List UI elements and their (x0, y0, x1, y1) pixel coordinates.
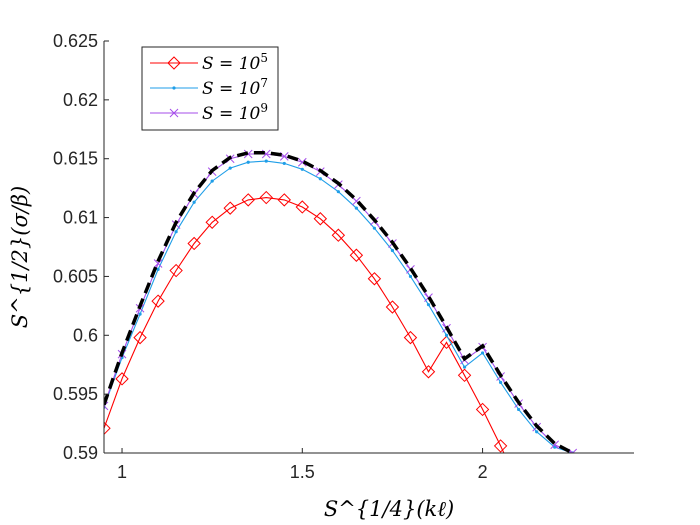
marker-diamond (259, 190, 273, 205)
marker-x (169, 108, 179, 118)
marker-dot (462, 365, 467, 369)
y-tick-label: 0.625 (53, 31, 98, 51)
marker-diamond (457, 368, 472, 383)
axis-labels: S^{1/4}(kℓ) S^{1/2}(σ/β) (8, 186, 454, 521)
marker-diamond (439, 335, 454, 350)
series-line (104, 197, 505, 453)
y-tick-label: 0.595 (53, 384, 98, 404)
y-tick-label: 0.62 (63, 90, 98, 110)
legend-exponent: 7 (260, 76, 268, 90)
x-tick-label: 1 (117, 462, 127, 482)
legend-item: S = 109 (150, 101, 268, 124)
marker-diamond (133, 330, 147, 345)
marker-dot (246, 160, 250, 164)
legend-item: S = 107 (150, 76, 268, 99)
marker-dot (336, 190, 340, 194)
marker-dot (210, 179, 214, 183)
marker-x (153, 259, 163, 268)
marker-dot (300, 167, 304, 171)
marker-dot (318, 177, 322, 181)
x-axis-label: S^{1/4}(kℓ) (324, 497, 454, 521)
series-3 (104, 151, 574, 453)
marker-diamond (169, 263, 183, 278)
marker-dot (498, 380, 503, 384)
marker-dot (372, 226, 377, 230)
marker-dot (282, 161, 286, 166)
marker-diamond (421, 365, 436, 379)
x-tick-label: 2 (478, 462, 488, 482)
marker-dot (444, 333, 449, 337)
marker-diamond (187, 236, 201, 251)
marker-diamond (205, 215, 219, 229)
marker-diamond (241, 193, 255, 207)
marker-diamond (295, 200, 310, 214)
marker-diamond (151, 294, 165, 308)
series-1 (104, 159, 575, 453)
marker-dot (138, 312, 142, 316)
marker-diamond (167, 56, 181, 70)
marker-diamond (349, 248, 364, 262)
marker-diamond (223, 201, 237, 215)
y-tick-label: 0.6 (73, 325, 98, 345)
marker-dot (426, 303, 431, 307)
marker-x (243, 149, 253, 159)
y-tick-label: 0.605 (53, 266, 98, 286)
series-line (104, 151, 574, 453)
marker-dot (517, 407, 521, 412)
marker-dot (408, 274, 413, 279)
legend-exponent: 5 (260, 51, 268, 65)
marker-diamond (115, 372, 129, 386)
marker-dot (172, 86, 176, 90)
series-0 (104, 190, 525, 491)
marker-diamond (367, 272, 382, 286)
marker-dot (390, 248, 395, 253)
y-tick-label: 0.59 (63, 443, 98, 463)
marker-dot (553, 445, 557, 449)
series-line (104, 160, 573, 453)
marker-diamond (104, 421, 111, 435)
legend-item: S = 105 (150, 51, 268, 74)
marker-diamond (385, 300, 400, 314)
marker-dot (156, 267, 160, 271)
marker-x (104, 401, 109, 411)
marker-diamond (493, 439, 508, 453)
legend-label: S = 105 (202, 51, 268, 74)
plot-area (104, 149, 578, 491)
marker-diamond (513, 479, 525, 491)
marker-dot (535, 430, 539, 434)
marker-dot (480, 351, 485, 355)
series-line (104, 153, 573, 453)
marker-dot (228, 166, 232, 170)
y-tick-label: 0.615 (53, 149, 98, 169)
marker-dot (192, 200, 196, 204)
marker-dot (174, 230, 178, 234)
y-tick-label: 0.61 (63, 208, 98, 228)
marker-diamond (313, 212, 328, 226)
marker-diamond (331, 228, 346, 242)
marker-diamond (403, 330, 418, 345)
marker-diamond (277, 193, 291, 207)
marker-x (568, 448, 578, 453)
marker-dot (264, 159, 268, 163)
x-tick-label: 1.5 (290, 462, 315, 482)
series-2 (104, 149, 578, 453)
marker-x (297, 157, 307, 167)
marker-dot (354, 206, 358, 210)
legend-label: S = 109 (202, 101, 268, 124)
marker-diamond (475, 402, 490, 417)
legend-exponent: 9 (260, 101, 268, 115)
y-axis-label: S^{1/2}(σ/β) (8, 186, 32, 328)
plot-clip-group (104, 149, 578, 491)
legend-label: S = 107 (202, 76, 268, 99)
axes: 1 1.5 2 0.59 0.595 0.6 0.605 0.61 0.615 0.62 0.625 (53, 31, 634, 482)
